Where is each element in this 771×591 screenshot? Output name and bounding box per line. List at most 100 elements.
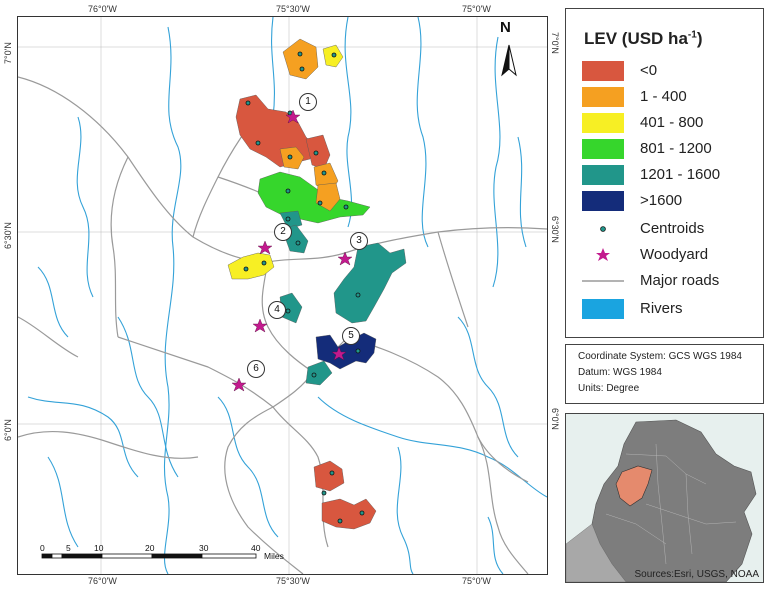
- centroid-point: [359, 510, 365, 516]
- scale-label: 40: [251, 543, 261, 553]
- right-tick-3: 6°0'N: [550, 408, 560, 430]
- legend-label: >1600: [640, 192, 683, 209]
- swatch-rivers: [582, 299, 624, 319]
- study-area-highlight: [615, 465, 653, 507]
- centroid-point: [311, 372, 317, 378]
- swatch-lt0: [582, 61, 624, 81]
- units-line: Units: Degree: [578, 383, 640, 394]
- legend-item-801-1200: 801 - 1200: [582, 139, 757, 161]
- site-label-2: 2: [274, 223, 292, 241]
- woodyard-star-6: [231, 377, 247, 392]
- bottom-tick-3: 75°0'W: [462, 576, 491, 586]
- legend-label: 1201 - 1600: [640, 166, 721, 183]
- top-tick-3: 75°0'W: [462, 4, 491, 14]
- zone-lt0: [321, 498, 377, 530]
- centroid-point: [243, 266, 249, 272]
- swatch-1-400: [582, 87, 624, 107]
- legend-label: 1 - 400: [640, 88, 687, 105]
- woodyard-star-1: [285, 109, 301, 124]
- inset-canvas: [566, 414, 763, 582]
- woodyard-star-4: [252, 318, 268, 333]
- woodyard-star-5: [331, 346, 347, 361]
- centroid-point: [321, 170, 327, 176]
- legend-label: Major roads: [640, 272, 720, 289]
- centroid-point: [313, 150, 319, 156]
- centroids-layer: [243, 51, 365, 524]
- left-tick-2: 6°30'N: [3, 222, 13, 249]
- centroid-point: [285, 216, 291, 222]
- legend-item-woodyard: Woodyard: [582, 245, 757, 267]
- legend-title-text: LEV (USD ha: [584, 29, 688, 48]
- scalebar-labels: 0 5 10 20 30 40 Miles: [18, 543, 547, 561]
- swatch-gt1600: [582, 191, 624, 211]
- scale-label: 0: [40, 543, 45, 553]
- legend: LEV (USD ha-1) <0 1 - 400 401 - 800 801 …: [565, 8, 764, 338]
- zone-1-400: [282, 38, 319, 80]
- centroid-point: [255, 140, 261, 146]
- woodyards-layer: [231, 109, 353, 392]
- centroid-point: [321, 490, 327, 496]
- scale-bar: [41, 553, 257, 559]
- legend-item-lt0: <0: [582, 61, 757, 83]
- site-label-6: 6: [247, 360, 265, 378]
- legend-label: Woodyard: [640, 246, 709, 263]
- map-canvas: [18, 17, 547, 574]
- swatch-801-1200: [582, 139, 624, 159]
- zone-1201-1600: [305, 360, 333, 386]
- swatch-1201-1600: [582, 165, 624, 185]
- coord-system-line: Coordinate System: GCS WGS 1984: [578, 351, 742, 362]
- centroid-point: [287, 154, 293, 160]
- legend-item-1-400: 1 - 400: [582, 87, 757, 109]
- scale-label: 20: [145, 543, 155, 553]
- top-tick-2: 75°30'W: [276, 4, 310, 14]
- bottom-tick-2: 75°30'W: [276, 576, 310, 586]
- site-label-4: 4: [268, 301, 286, 319]
- centroid-point: [245, 100, 251, 106]
- colombia-shape: [591, 419, 757, 582]
- legend-label: Rivers: [640, 300, 683, 317]
- centroid-point: [355, 292, 361, 298]
- left-tick-3: 6°0'N: [3, 419, 13, 441]
- centroid-point: [261, 260, 267, 266]
- scale-label: 30: [199, 543, 209, 553]
- centroid-icon: [600, 226, 606, 232]
- left-tick-1: 7°0'N: [3, 42, 13, 64]
- legend-title: LEV (USD ha-1): [584, 29, 702, 49]
- legend-title-sup: -1: [687, 29, 697, 41]
- legend-label: 801 - 1200: [640, 140, 712, 157]
- zone-1201-1600: [333, 242, 407, 324]
- centroid-point: [295, 240, 301, 246]
- centroid-point: [343, 204, 349, 210]
- inset-map: Sources:Esri, USGS, NOAA: [565, 413, 764, 583]
- centroid-point: [355, 348, 361, 354]
- road-line-icon: [582, 280, 624, 282]
- zone-801-1200: [257, 171, 371, 224]
- inset-credit: Sources:Esri, USGS, NOAA: [634, 569, 759, 580]
- neighbor-shape: [566, 523, 627, 582]
- right-tick-2: 6°30'N: [550, 216, 560, 243]
- centroid-point: [285, 308, 291, 314]
- zone-401-800: [227, 252, 275, 280]
- woodyard-star-3: [337, 251, 353, 266]
- right-tick-1: 7°0'N: [550, 32, 560, 54]
- legend-item-roads: Major roads: [582, 271, 757, 293]
- north-arrow-icon: [501, 44, 517, 77]
- centroid-point: [317, 200, 323, 206]
- scale-unit: Miles: [264, 551, 284, 561]
- legend-label: Centroids: [640, 220, 705, 237]
- map-frame: 1 2 3 4 5 6 N 0 5 10 20 30 40 Miles: [17, 16, 548, 575]
- centroid-point: [285, 188, 291, 194]
- north-label: N: [500, 19, 511, 36]
- site-label-5: 5: [342, 327, 360, 345]
- legend-label: <0: [640, 62, 658, 79]
- centroid-point: [299, 66, 305, 72]
- legend-item-1201-1600: 1201 - 1600: [582, 165, 757, 187]
- centroid-point: [297, 51, 303, 57]
- swatch-401-800: [582, 113, 624, 133]
- zone-lt0: [313, 460, 345, 492]
- site-label-1: 1: [299, 93, 317, 111]
- top-tick-1: 76°0'W: [88, 4, 117, 14]
- legend-label: 401 - 800: [640, 114, 704, 131]
- graticule: [18, 17, 547, 574]
- scale-label: 5: [66, 543, 71, 553]
